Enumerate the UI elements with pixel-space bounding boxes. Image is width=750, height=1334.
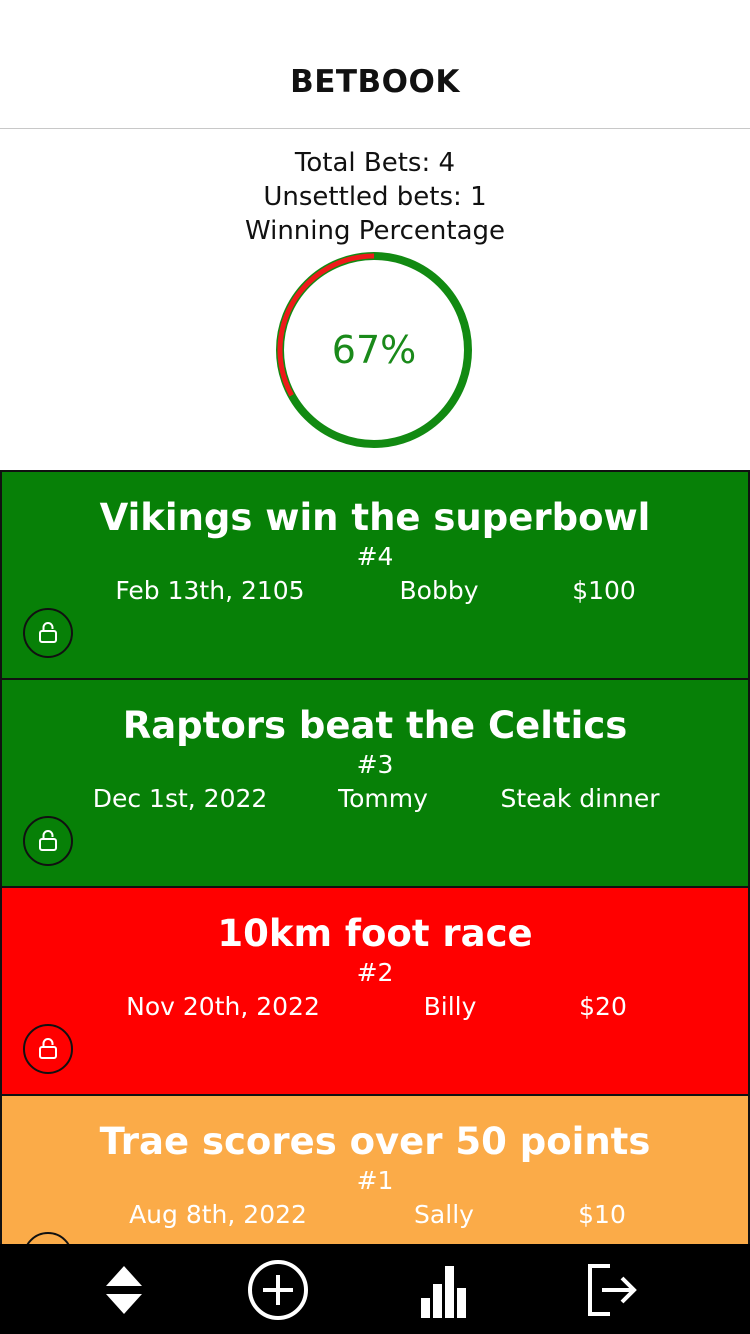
lock-button[interactable] [23,816,73,866]
lock-button[interactable] [23,1024,73,1074]
bet-stake: $10 [578,1200,626,1229]
unsettled-bets-text: Unsettled bets: 1 [263,182,487,212]
sort-icon [106,1266,142,1314]
add-circle-icon [248,1260,308,1320]
logout-icon [588,1264,637,1316]
bet-person: Sally [414,1200,474,1229]
add-bet-button[interactable] [246,1258,310,1322]
bet-stake: $20 [579,992,627,1021]
stats-summary: Total Bets: 4 Unsettled bets: 1 Winning … [0,146,750,248]
bet-person: Tommy [338,784,428,813]
bet-card[interactable]: 10km foot race #2 Nov 20th, 2022 Billy $… [0,886,750,1096]
winning-percentage-label: Winning Percentage [244,216,506,246]
total-bets-text: Total Bets: 4 [294,148,456,178]
bet-number: #1 [356,1166,394,1195]
bet-stake: Steak dinner [500,784,660,813]
bar-chart-icon [421,1266,466,1318]
bet-date: Nov 20th, 2022 [126,992,320,1021]
winning-percentage-value: 67% [331,328,417,372]
bet-number: #4 [356,542,394,571]
bet-number: #2 [356,958,394,987]
bet-number: #3 [356,750,394,779]
bet-date: Feb 13th, 2105 [115,576,305,605]
tab-bar [0,1244,750,1334]
bet-card[interactable]: Vikings win the superbowl #4 Feb 13th, 2… [0,470,750,680]
bet-title: Raptors beat the Celtics [122,704,628,747]
bet-date: Aug 8th, 2022 [129,1200,307,1229]
bet-date: Dec 1st, 2022 [92,784,268,813]
bet-title: Trae scores over 50 points [99,1120,651,1163]
bet-title: Vikings win the superbowl [99,496,651,539]
lock-icon [39,830,57,851]
statistics-button[interactable] [411,1258,475,1322]
bet-list[interactable]: Vikings win the superbowl #4 Feb 13th, 2… [0,470,750,1304]
page-title: BETBOOK [290,64,460,100]
logout-button[interactable] [580,1258,644,1322]
lock-button[interactable] [23,608,73,658]
sort-button[interactable] [92,1258,156,1322]
lock-icon [39,1038,57,1059]
gauge-loss-arc [277,253,471,447]
bet-person: Bobby [399,576,479,605]
bet-stake: $100 [572,576,636,605]
winning-percentage-gauge [276,252,472,448]
header: BETBOOK [0,0,750,129]
bet-title: 10km foot race [217,912,533,955]
bet-card[interactable]: Raptors beat the Celtics #3 Dec 1st, 202… [0,678,750,888]
bet-person: Billy [423,992,477,1021]
lock-icon [39,622,57,643]
